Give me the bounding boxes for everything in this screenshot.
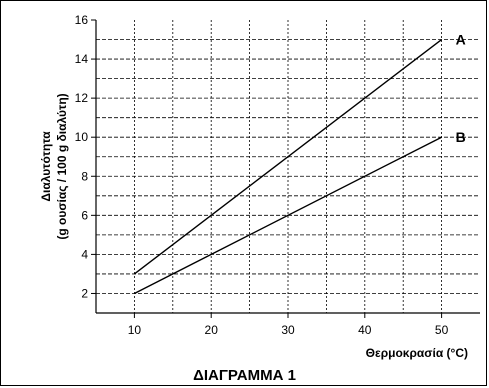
x-tick-label: 30 <box>281 323 295 337</box>
y-tick-label: 4 <box>81 247 88 261</box>
y-tick-label: 2 <box>81 286 88 300</box>
x-axis-label: Θερμοκρασία (°C) <box>366 346 468 360</box>
series-label-A: A <box>456 32 466 48</box>
y-axis-label-line2: (g ουσίας / 100 g διαλύτη) <box>55 93 69 239</box>
y-tick-label: 6 <box>81 208 88 222</box>
y-tick-label: 14 <box>75 52 89 66</box>
x-tick-label: 40 <box>358 323 372 337</box>
series-label-B: B <box>456 129 466 145</box>
y-axis-label-line1: Διαλυτότητα <box>39 131 53 202</box>
x-tick-label: 10 <box>128 323 142 337</box>
series-layer <box>133 38 443 295</box>
y-tick-label: 10 <box>75 130 89 144</box>
series-line-A <box>133 38 443 275</box>
labels: 2 4 6 8 10 12 14 16 10 20 30 40 50 A B Θερμοκρασία (°C)… <box>39 13 468 360</box>
x-tick-label: 20 <box>205 323 219 337</box>
y-tick-label: 16 <box>75 13 89 27</box>
axes <box>91 19 480 318</box>
grid <box>96 20 480 313</box>
chart-title: ΔΙΑΓΡΑΜΜΑ 1 <box>193 367 296 384</box>
x-tick-label: 50 <box>435 323 449 337</box>
y-tick-label: 8 <box>81 169 88 183</box>
series-line-B <box>134 136 442 295</box>
y-tick-label: 12 <box>75 91 89 105</box>
